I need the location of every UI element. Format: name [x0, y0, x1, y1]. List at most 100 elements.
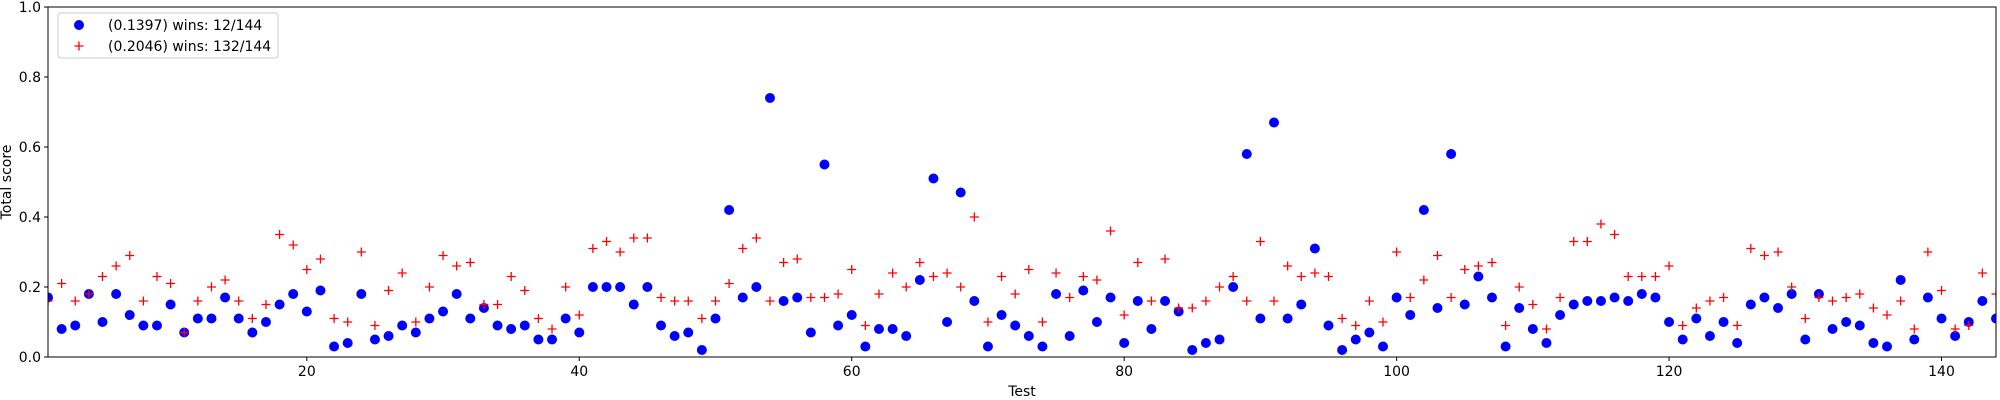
- data-point-circle: [533, 334, 544, 345]
- data-point-plus: [465, 258, 475, 267]
- data-point-plus: [302, 265, 312, 274]
- data-point-plus: [125, 251, 135, 260]
- data-point-plus: [1242, 296, 1252, 306]
- data-point-circle: [628, 299, 639, 310]
- data-point-plus: [1337, 314, 1347, 323]
- data-point-plus: [983, 317, 993, 327]
- data-point-plus: [1773, 247, 1783, 257]
- data-point-circle: [778, 296, 789, 306]
- data-point-circle: [1010, 320, 1021, 331]
- data-point-plus: [1746, 244, 1756, 253]
- data-point-plus: [642, 233, 652, 243]
- data-point-circle: [860, 341, 871, 352]
- data-point-circle: [560, 313, 571, 324]
- data-point-plus: [1555, 293, 1565, 302]
- data-point-plus: [1950, 324, 1960, 334]
- data-point-circle: [138, 320, 149, 331]
- plot-area: [48, 93, 1996, 355]
- data-point-circle: [737, 292, 748, 303]
- data-point-circle: [1800, 334, 1811, 345]
- data-point-circle: [601, 282, 612, 292]
- data-point-plus: [1814, 293, 1824, 302]
- data-point-circle: [1187, 345, 1198, 355]
- data-point-plus: [493, 300, 503, 309]
- data-point-plus: [1800, 314, 1810, 323]
- data-point-circle: [124, 310, 135, 320]
- data-point-plus: [520, 286, 530, 295]
- data-point-circle: [397, 320, 408, 331]
- data-point-circle: [1405, 310, 1416, 320]
- legend-label-series-2: (0.2046) wins: 132/144: [108, 39, 271, 55]
- data-point-circle: [955, 187, 966, 198]
- data-point-circle: [819, 159, 830, 170]
- data-point-plus: [356, 247, 366, 257]
- data-point-plus: [1637, 272, 1647, 281]
- data-point-plus: [806, 293, 816, 302]
- x-tick-label: 120: [1656, 364, 1683, 380]
- data-point-circle: [424, 313, 435, 324]
- data-point-circle: [547, 334, 558, 345]
- data-point-plus: [1160, 254, 1170, 264]
- data-point-plus: [1255, 237, 1265, 246]
- data-point-plus: [97, 272, 107, 281]
- data-point-plus: [602, 237, 612, 246]
- data-point-circle: [383, 331, 394, 341]
- data-point-plus: [1868, 303, 1878, 313]
- data-point-plus: [847, 265, 857, 274]
- data-point-circle: [1459, 299, 1470, 310]
- data-point-circle: [70, 320, 81, 331]
- data-point-circle: [1051, 289, 1062, 299]
- data-point-plus: [1351, 321, 1361, 330]
- data-point-plus: [751, 233, 761, 243]
- data-point-plus: [915, 258, 925, 267]
- data-point-circle: [260, 317, 271, 327]
- data-point-plus: [792, 254, 802, 264]
- data-point-circle: [1119, 338, 1130, 348]
- data-point-circle: [1909, 334, 1920, 345]
- data-point-plus: [1446, 293, 1456, 302]
- data-point-plus: [111, 261, 121, 271]
- data-point-plus: [1106, 226, 1116, 236]
- y-tick-label: 0.2: [19, 280, 41, 296]
- data-point-plus: [1528, 300, 1538, 309]
- data-point-plus: [288, 240, 298, 250]
- data-point-circle: [1200, 338, 1211, 348]
- data-point-circle: [492, 320, 503, 331]
- data-point-circle: [1241, 149, 1252, 159]
- series-plus: [48, 212, 1996, 337]
- data-point-plus: [1310, 268, 1320, 278]
- data-point-circle: [1868, 338, 1879, 348]
- data-point-plus: [738, 244, 748, 253]
- data-points: [48, 93, 1996, 355]
- data-point-circle: [220, 292, 231, 303]
- data-point-plus: [1977, 268, 1987, 278]
- data-point-plus: [1133, 258, 1143, 267]
- data-point-circle: [342, 338, 353, 348]
- data-point-plus: [1623, 272, 1633, 281]
- data-point-circle: [165, 299, 176, 310]
- data-point-plus: [1065, 293, 1075, 302]
- data-point-plus: [1828, 296, 1838, 306]
- data-point-plus: [1146, 296, 1156, 306]
- data-point-circle: [1432, 303, 1443, 313]
- data-point-circle: [615, 282, 626, 292]
- data-point-plus: [193, 296, 203, 306]
- data-point-circle: [1555, 310, 1566, 320]
- data-point-circle: [996, 310, 1007, 320]
- data-point-circle: [1282, 313, 1293, 324]
- data-point-circle: [696, 345, 707, 355]
- data-point-circle: [710, 313, 721, 324]
- data-point-circle: [1636, 289, 1647, 299]
- data-point-plus: [1759, 251, 1769, 260]
- data-point-circle: [1786, 289, 1797, 299]
- data-point-circle: [506, 324, 517, 334]
- data-point-circle: [438, 306, 449, 317]
- x-tick-label: 60: [843, 364, 861, 380]
- data-point-plus: [942, 268, 952, 278]
- data-point-circle: [192, 313, 203, 324]
- data-point-plus: [670, 296, 680, 306]
- data-point-plus: [860, 321, 870, 330]
- x-tick-label: 40: [570, 364, 588, 380]
- data-point-plus: [724, 279, 734, 288]
- data-point-plus: [765, 296, 775, 306]
